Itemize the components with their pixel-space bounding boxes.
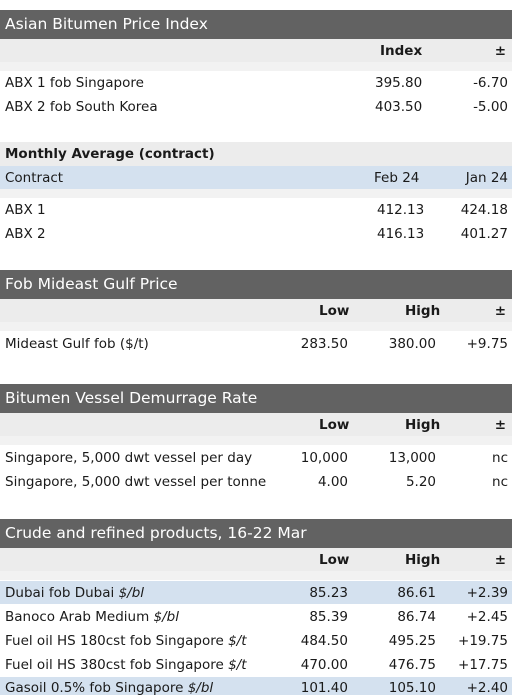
demurrage-section-header: Bitumen Vessel Demurrage Rate	[0, 384, 512, 413]
crude-row-change: +2.40	[466, 680, 508, 696]
mideast-col-low: Low	[319, 303, 350, 319]
crude-row-change: +2.39	[466, 585, 508, 601]
mideast-col-change: ±	[494, 303, 506, 319]
monthly-title-row	[0, 142, 512, 166]
monthly-row-jan: 424.18	[460, 202, 508, 218]
crude-row-high: 495.25	[388, 633, 436, 649]
demurrage-row-high: 5.20	[405, 474, 436, 490]
crude-row-label: Banoco Arab Medium $/bl	[5, 609, 179, 625]
spacer-band	[0, 571, 512, 580]
demurrage-row-low: 10,000	[300, 450, 348, 466]
mideast-row-low: 283.50	[300, 336, 348, 352]
crude-col-high: High	[405, 552, 441, 568]
mideast-section-header: Fob Mideast Gulf Price	[0, 270, 512, 299]
unit-text: $/bl	[118, 585, 145, 601]
crude-row-low: 484.50	[300, 633, 348, 649]
demurrage-col-low: Low	[319, 417, 350, 433]
crude-row-high: 86.74	[397, 609, 436, 625]
abx-row-change: -5.00	[473, 99, 508, 115]
spacer-band	[0, 189, 512, 198]
crude-row-change: +2.45	[466, 609, 508, 625]
unit-text: $/bl	[153, 609, 179, 625]
crude-row-highlight	[0, 677, 512, 695]
mideast-section-title: Fob Mideast Gulf Price	[5, 275, 178, 293]
crude-row-label: Fuel oil HS 180cst fob Singapore $/t	[5, 633, 247, 649]
crude-row-low: 85.23	[309, 585, 348, 601]
monthly-row-feb: 412.13	[377, 202, 425, 218]
crude-row-highlight	[0, 581, 512, 604]
monthly-col-feb: Feb 24	[374, 170, 420, 186]
spacer-band	[0, 62, 512, 71]
crude-row-high: 476.75	[388, 657, 436, 673]
demurrage-col-high: High	[405, 417, 441, 433]
abx-section-header: Asian Bitumen Price Index	[0, 10, 512, 39]
demurrage-row-label: Singapore, 5,000 dwt vessel per day	[5, 450, 253, 466]
crude-col-change: ±	[494, 552, 506, 568]
demurrage-row-low: 4.00	[317, 474, 348, 490]
monthly-row-feb: 416.13	[377, 226, 425, 242]
demurrage-column-header-row	[0, 413, 512, 436]
crude-section-title: Crude and refined products, 16-22 Mar	[5, 524, 307, 542]
crude-row-change: +17.75	[458, 657, 508, 673]
abx-row-index: 395.80	[375, 75, 423, 91]
abx-row-index: 403.50	[375, 99, 423, 115]
crude-col-low: Low	[319, 552, 350, 568]
crude-row-change: +19.75	[458, 633, 508, 649]
spacer-band	[0, 322, 512, 331]
crude-row-high: 86.61	[397, 585, 436, 601]
monthly-row-label: ABX 1	[5, 202, 46, 218]
abx-row-label: ABX 2 fob South Korea	[5, 99, 158, 115]
demurrage-section-title: Bitumen Vessel Demurrage Rate	[5, 389, 258, 407]
crude-column-header-row	[0, 548, 512, 571]
demurrage-row-high: 13,000	[388, 450, 436, 466]
unit-text: $/t	[228, 657, 247, 673]
mideast-col-high: High	[405, 303, 441, 319]
abx-row-label: ABX 1 fob Singapore	[5, 75, 144, 91]
demurrage-row-change: nc	[492, 450, 508, 466]
demurrage-row-label: Singapore, 5,000 dwt vessel per tonne	[5, 474, 267, 490]
monthly-col-jan: Jan 24	[465, 170, 508, 186]
abx-row-change: -6.70	[473, 75, 508, 91]
abx-col-change: ±	[494, 43, 506, 59]
crude-row-low: 85.39	[309, 609, 348, 625]
unit-text: $/t	[228, 633, 247, 649]
monthly-row-label: ABX 2	[5, 226, 46, 242]
monthly-section-title: Monthly Average (contract)	[5, 146, 215, 162]
abx-col-index: Index	[380, 43, 423, 59]
crude-section-header: Crude and refined products, 16-22 Mar	[0, 519, 512, 548]
crude-row-label: Dubai fob Dubai $/bl	[5, 585, 145, 601]
demurrage-row-change: nc	[492, 474, 508, 490]
abx-column-header-row	[0, 39, 512, 62]
demurrage-col-change: ±	[494, 417, 506, 433]
crude-row-low: 470.00	[300, 657, 348, 673]
crude-row-label: Gasoil 0.5% fob Singapore $/bl	[5, 680, 214, 696]
mideast-row-change: +9.75	[466, 336, 508, 352]
mideast-row-high: 380.00	[388, 336, 436, 352]
monthly-column-header-row	[0, 166, 512, 189]
abx-section-title: Asian Bitumen Price Index	[5, 15, 208, 33]
crude-row-low: 101.40	[300, 680, 348, 696]
crude-row-label: Fuel oil HS 380cst fob Singapore $/t	[5, 657, 247, 673]
crude-row-high: 105.10	[388, 680, 436, 696]
mideast-column-header-row	[0, 299, 512, 322]
monthly-col-contract: Contract	[5, 170, 64, 186]
monthly-row-jan: 401.27	[460, 226, 508, 242]
unit-text: $/bl	[187, 680, 214, 696]
spacer-band	[0, 436, 512, 445]
mideast-row-label: Mideast Gulf fob ($/t)	[5, 336, 149, 352]
